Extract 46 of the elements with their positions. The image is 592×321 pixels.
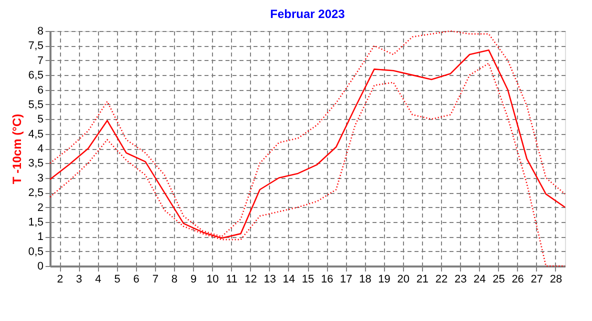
x-tick-label: 5 [114,274,120,286]
x-tick-label: 19 [378,274,390,286]
x-tick-label: 8 [171,274,178,286]
y-tick-label: 7,5 [28,40,44,52]
x-tick-label: 7 [152,274,158,286]
y-tick-label: 0 [37,260,44,272]
x-tick-label: 25 [492,274,505,286]
x-tick-label: 10 [206,274,219,286]
x-tick-label: 4 [95,274,102,286]
y-axis-title: T -10cm (°C) [10,114,24,184]
x-tick-label: 9 [190,274,197,286]
x-tick-label: 28 [550,274,562,286]
y-tick-label: 6 [37,84,44,96]
x-tick-label: 11 [226,274,238,286]
y-tick-label: 3,5 [28,158,44,170]
y-tick-label: 4 [37,143,44,155]
x-tick-label: 21 [416,274,429,286]
y-tick-label: 0,5 [28,246,44,258]
x-tick-label: 16 [320,274,334,286]
x-tick-label: 24 [474,274,486,286]
x-tick-label: 15 [302,274,314,286]
x-tick-label: 27 [530,274,544,286]
y-tick-label: 1 [37,231,44,244]
x-tick-label: 22 [435,274,448,286]
x-tick-label: 26 [512,274,524,286]
x-tick-label: 23 [454,274,467,286]
y-tick-label: 2 [37,202,44,214]
x-tick-label: 12 [244,274,257,286]
y-tick-label: 3 [37,172,44,184]
y-tick-label: 6,5 [28,70,44,82]
x-tick-label: 14 [282,274,296,286]
y-tick-label: 7 [37,54,44,67]
x-tick-label: 13 [264,274,276,286]
chart-title: Februar 2023 [270,7,346,21]
y-tick-label: 1,5 [28,216,44,228]
x-tick-label: 6 [133,274,140,286]
x-tick-label: 20 [397,274,410,286]
y-tick-label: 4,5 [28,128,44,140]
x-tick-label: 3 [76,274,82,286]
x-tick-label: 17 [340,274,352,286]
y-tick-label: 5 [37,114,44,126]
x-tick-label: 2 [56,274,64,286]
y-tick-label: 8 [37,26,44,38]
x-tick-label: 18 [359,274,372,286]
y-tick-label: 2,5 [28,187,44,200]
y-tick-label: 5,5 [28,98,44,111]
